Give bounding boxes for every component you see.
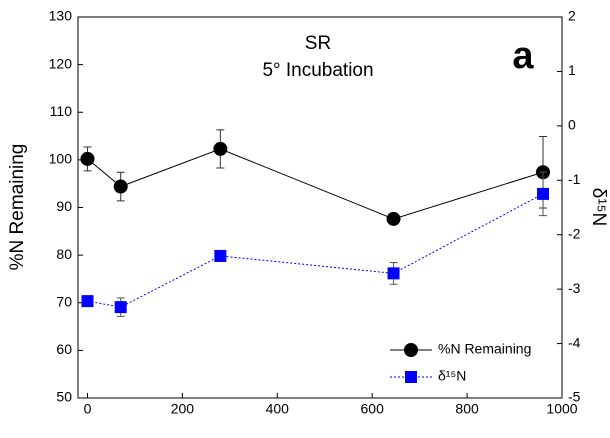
legend-label: δ¹⁵N xyxy=(438,368,466,384)
marker xyxy=(114,301,127,314)
y2-tick-label: -3 xyxy=(568,280,581,296)
marker xyxy=(113,179,128,194)
x-tick-label: 0 xyxy=(84,401,92,417)
y2-tick-label: -5 xyxy=(568,389,581,405)
y-tick-label: 130 xyxy=(49,8,73,24)
x-tick-label: 200 xyxy=(171,401,195,417)
y2-tick-label: 1 xyxy=(568,62,576,78)
y2-tick-label: -1 xyxy=(568,171,581,187)
y2-tick-label: -2 xyxy=(568,225,581,241)
y-axis-label: %N Remaining xyxy=(7,144,28,271)
panel-label: a xyxy=(512,35,534,77)
marker xyxy=(537,187,550,200)
marker xyxy=(213,141,228,156)
marker xyxy=(80,151,95,166)
y-tick-label: 50 xyxy=(56,389,72,405)
y2-tick-label: 2 xyxy=(568,8,576,24)
legend-marker xyxy=(405,371,417,383)
chart-subtitle: 5° Incubation xyxy=(262,60,373,81)
y-tick-label: 60 xyxy=(56,341,72,357)
x-tick-label: 600 xyxy=(361,401,385,417)
y-tick-label: 70 xyxy=(56,293,72,309)
x-tick-label: 400 xyxy=(266,401,290,417)
marker xyxy=(387,267,400,280)
y-tick-label: 80 xyxy=(56,246,72,262)
series-line xyxy=(87,148,544,220)
y-tick-label: 100 xyxy=(49,151,73,167)
y-tick-label: 110 xyxy=(50,103,73,119)
marker xyxy=(81,295,94,308)
x-tick-label: 1000 xyxy=(546,401,577,417)
legend-marker xyxy=(404,343,418,357)
chart-title: SR xyxy=(305,33,331,54)
series-line xyxy=(87,193,544,308)
marker xyxy=(386,211,401,226)
y-tick-label: 120 xyxy=(49,55,73,71)
marker xyxy=(214,249,227,262)
legend-label: %N Remaining xyxy=(438,341,531,357)
y2-axis-label: δ¹⁵N xyxy=(588,188,609,227)
y2-tick-label: -4 xyxy=(568,334,581,350)
y2-tick-label: 0 xyxy=(568,117,576,133)
x-tick-label: 800 xyxy=(455,401,479,417)
y-tick-label: 90 xyxy=(56,198,72,214)
